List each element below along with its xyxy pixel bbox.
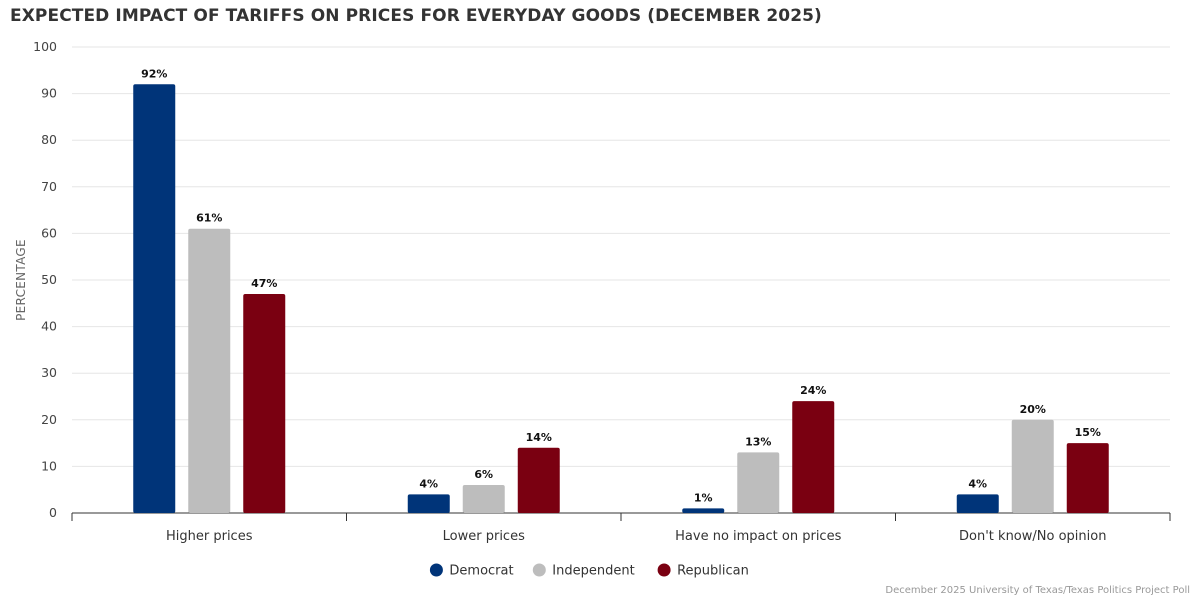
data-label: 61%: [196, 212, 222, 225]
data-label: 13%: [745, 435, 771, 448]
data-label: 4%: [419, 477, 438, 490]
data-label: 24%: [800, 384, 826, 397]
chart-title: EXPECTED IMPACT OF TARIFFS ON PRICES FOR…: [10, 6, 822, 26]
data-label: 4%: [968, 477, 987, 490]
legend-label-independent: Independent: [552, 564, 634, 579]
x-category-label: Have no impact on prices: [675, 529, 841, 544]
legend-label-republican: Republican: [677, 564, 749, 579]
y-tick-label: 60: [41, 225, 57, 240]
data-label: 92%: [141, 67, 167, 80]
legend-marker-democrat: [429, 563, 443, 577]
bar-democrat: [956, 494, 999, 513]
bar-democrat: [133, 84, 176, 513]
chart-credit: December 2025 University of Texas/Texas …: [885, 585, 1190, 596]
bar-republican: [1066, 443, 1109, 513]
x-category-label: Higher prices: [166, 529, 253, 544]
bar-independent: [188, 228, 231, 514]
data-label: 14%: [526, 431, 552, 444]
legend-marker-republican: [657, 563, 671, 577]
y-tick-label: 10: [41, 458, 57, 473]
bar-republican: [517, 447, 560, 513]
y-tick-label: 90: [41, 86, 57, 101]
y-axis-label: PERCENTAGE: [14, 239, 28, 321]
bar-independent: [1011, 419, 1054, 513]
y-tick-label: 70: [41, 179, 57, 194]
data-label: 47%: [251, 277, 277, 290]
y-tick-label: 50: [41, 272, 57, 287]
legend-marker-independent: [532, 563, 546, 577]
bar-democrat: [682, 508, 725, 513]
y-tick-label: 20: [41, 412, 57, 427]
bar-independent: [737, 452, 780, 513]
y-tick-label: 40: [41, 319, 57, 334]
y-tick-label: 30: [41, 365, 57, 380]
bar-democrat: [407, 494, 450, 513]
data-label: 6%: [474, 468, 493, 481]
bar-republican: [243, 293, 286, 513]
data-label: 20%: [1020, 403, 1046, 416]
x-category-label: Lower prices: [443, 529, 525, 544]
bar-independent: [462, 485, 505, 513]
legend-label-democrat: Democrat: [449, 564, 513, 579]
data-label: 1%: [694, 491, 713, 504]
x-category-label: Don't know/No opinion: [959, 529, 1106, 544]
bar-republican: [792, 401, 835, 513]
y-tick-label: 80: [41, 132, 57, 147]
y-tick-label: 100: [33, 39, 57, 54]
data-label: 15%: [1075, 426, 1101, 439]
y-tick-label: 0: [49, 505, 57, 520]
